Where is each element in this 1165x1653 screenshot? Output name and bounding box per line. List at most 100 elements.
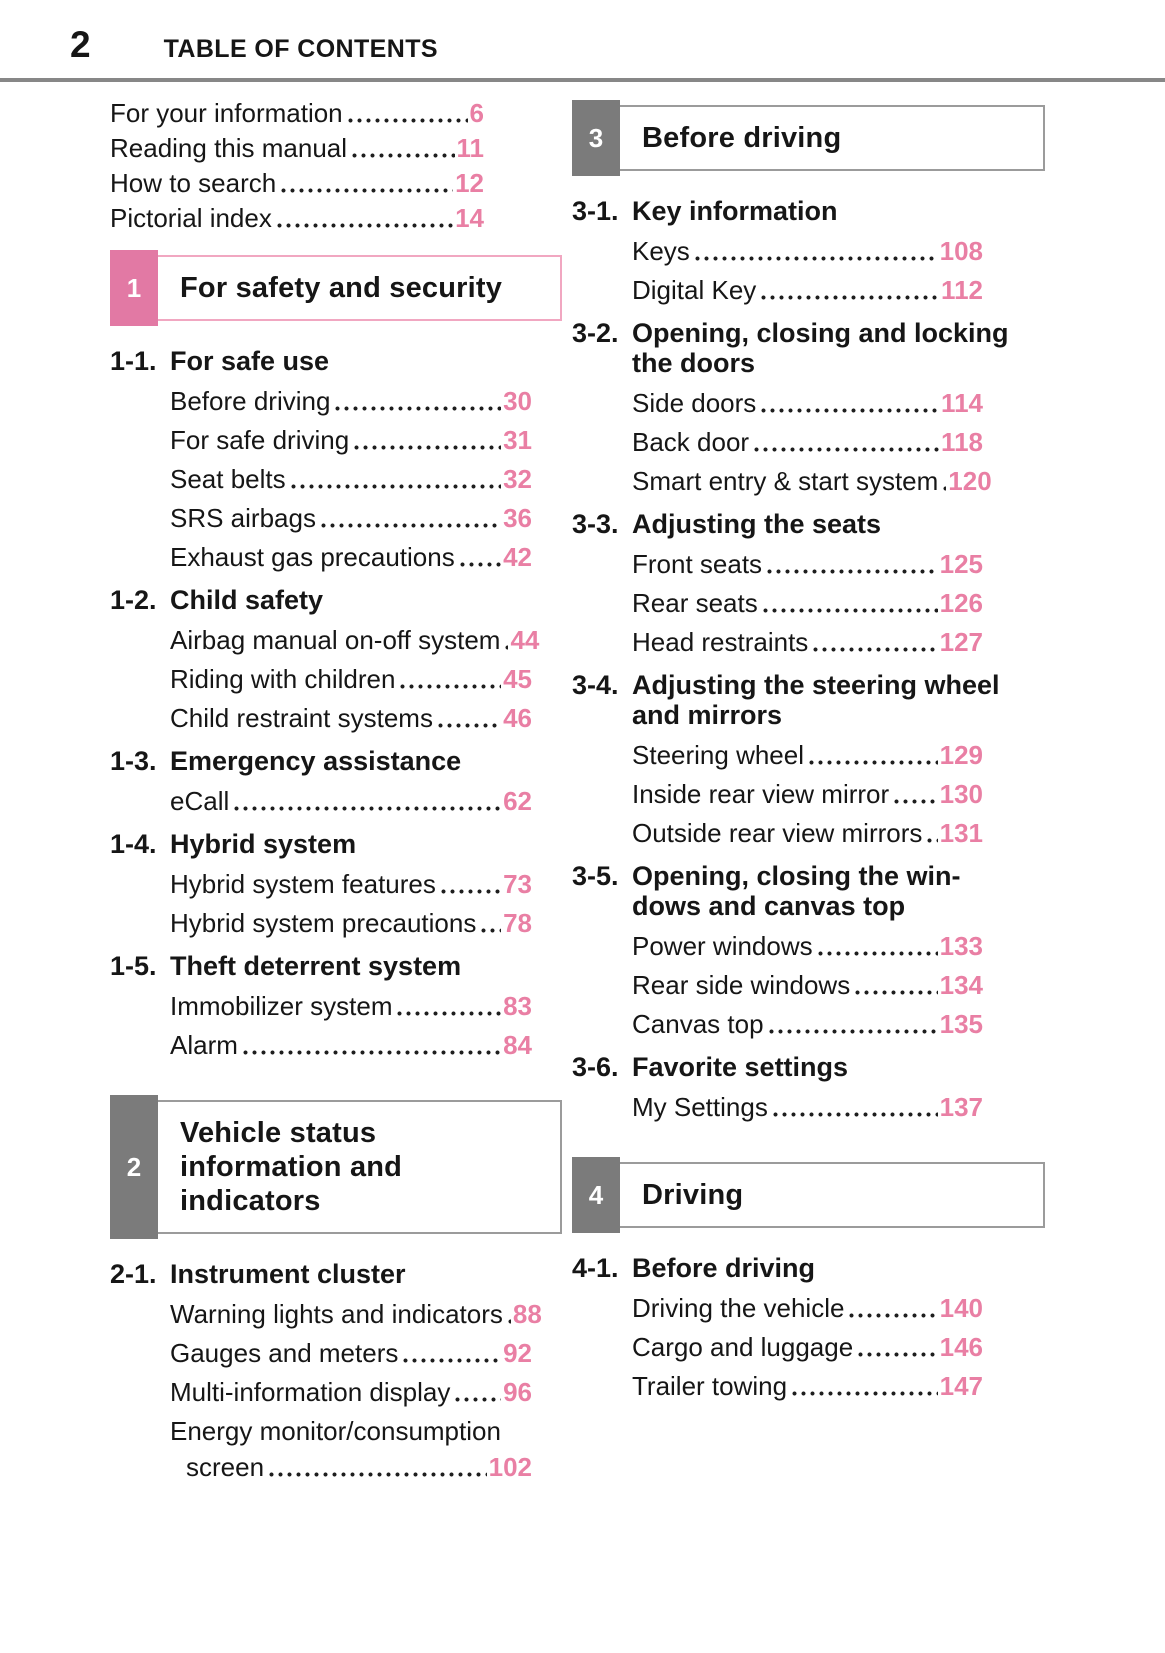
toc-group: 1-5. Theft deterrent system Immobilizer … — [110, 951, 562, 1059]
page-header: 2 TABLE OF CONTENTS — [0, 0, 1165, 66]
toc-entry-page: 114 — [941, 388, 983, 418]
toc-group-heading: 1-1. For safe use — [110, 346, 562, 376]
group-number: 4-1. — [572, 1253, 619, 1283]
toc-entry[interactable]: Keys 108 — [572, 238, 1045, 265]
toc-entry[interactable]: Multi-information display 96 — [110, 1379, 562, 1406]
toc-entry[interactable]: Back door 118 — [572, 429, 1045, 456]
toc-entry[interactable]: eCall 62 — [110, 788, 562, 815]
toc-entry[interactable]: Riding with children 45 — [110, 666, 562, 693]
toc-entry-label: Hybrid system precautions — [170, 908, 477, 938]
toc-entry[interactable]: Inside rear view mirror 130 — [572, 781, 1045, 808]
section-banner: 3 Before driving — [572, 100, 1045, 176]
toc-entry-label: Before driving — [170, 386, 331, 416]
toc-entry[interactable]: Head restraints 127 — [572, 629, 1045, 656]
toc-entry[interactable]: Steering wheel 129 — [572, 742, 1045, 769]
dot-leader — [478, 910, 501, 937]
toc-entry-page: 133 — [939, 931, 983, 961]
toc-group-heading: 1-4. Hybrid system — [110, 829, 562, 859]
group-number: 3-2. — [572, 318, 619, 348]
toc-entry[interactable]: Hybrid system precautions 78 — [110, 910, 562, 937]
toc-entry[interactable]: Driving the vehicle 140 — [572, 1295, 1045, 1322]
dot-leader — [692, 238, 938, 265]
toc-group-heading: 1-2. Child safety — [110, 585, 562, 615]
toc-entry[interactable]: My Settings 137 — [572, 1094, 1045, 1121]
toc-entry-label: Exhaust gas precautions — [170, 542, 455, 572]
toc-group-heading: 3-1. Key information — [572, 196, 1045, 226]
toc-entry-label: Alarm — [170, 1030, 238, 1060]
toc-entry-page: 6 — [469, 98, 484, 128]
group-title: Favorite settings — [632, 1052, 849, 1082]
toc-group: 4-1. Before driving Driving the vehicle … — [572, 1253, 1045, 1400]
toc-group: 2-1. Instrument cluster Warning lights a… — [110, 1259, 562, 1481]
toc-entry-page: 134 — [939, 970, 983, 1000]
group-title: Theft deterrent system — [170, 951, 462, 981]
dot-leader — [397, 666, 501, 693]
dot-leader — [351, 427, 501, 454]
section-number-tab: 2 — [110, 1095, 158, 1239]
toc-entry[interactable]: Gauges and meters 92 — [110, 1340, 562, 1367]
section-title-box: Driving — [620, 1162, 1045, 1228]
toc-entry[interactable]: Rear side windows 134 — [572, 972, 1045, 999]
toc-entry[interactable]: Outside rear view mirrors 131 — [572, 820, 1045, 847]
toc-entry[interactable]: Pictorial index 14 — [110, 205, 562, 232]
toc-entry[interactable]: For safe driving 31 — [110, 427, 562, 454]
dot-leader — [345, 100, 468, 127]
toc-entry-page: 83 — [503, 991, 532, 1021]
toc-entry-page: 135 — [939, 1009, 983, 1039]
toc-entry[interactable]: For your information 6 — [110, 100, 562, 127]
toc-entry[interactable]: Smart entry & start system 120 — [572, 468, 1045, 495]
toc-entry[interactable]: Hybrid system features 73 — [110, 871, 562, 898]
toc-entry[interactable]: Trailer towing 147 — [572, 1373, 1045, 1400]
toc-entry-label: Riding with children — [170, 664, 396, 694]
toc-entry[interactable]: Before driving 30 — [110, 388, 562, 415]
toc-entry[interactable]: How to search 12 — [110, 170, 562, 197]
toc-entry-page: 120 — [948, 466, 992, 496]
toc-entry[interactable]: Digital Key 112 — [572, 277, 1045, 304]
toc-group-heading: 3-4. Adjusting the steering wheel and mi… — [572, 670, 1045, 730]
toc-entry-page: 131 — [939, 818, 983, 848]
toc-entry[interactable]: Airbag manual on-off system 44 — [110, 627, 562, 654]
toc-entry[interactable]: Cargo and luggage 146 — [572, 1334, 1045, 1361]
toc-entry[interactable]: SRS airbags 36 — [110, 505, 562, 532]
toc-entry-page: 127 — [939, 627, 983, 657]
dot-leader — [852, 972, 939, 999]
toc-entry-label: eCall — [170, 786, 230, 816]
toc-group: 3-2. Opening, closing and locking the do… — [572, 318, 1045, 495]
group-number: 3-1. — [572, 196, 619, 226]
toc-entry[interactable]: Side doors 114 — [572, 390, 1045, 417]
toc-group: 1-2. Child safety Airbag manual on-off s… — [110, 585, 562, 732]
group-title: For safe use — [170, 346, 330, 376]
left-column: For your information 6 Reading this manu… — [110, 100, 562, 1493]
section-banner: 1 For safety and security — [110, 250, 562, 326]
toc-entry[interactable]: Warning lights and indicators 88 — [110, 1301, 562, 1328]
toc-entry[interactable]: Energy monitor/consumption screen 102 — [110, 1418, 562, 1481]
toc-entry[interactable]: Reading this manual 11 — [110, 135, 562, 162]
toc-entry-page: 14 — [455, 203, 484, 233]
toc-entry-label: Canvas top — [632, 1009, 764, 1039]
toc-entry-label: My Settings — [632, 1092, 768, 1122]
toc-entry[interactable]: Canvas top 135 — [572, 1011, 1045, 1038]
toc-entry[interactable]: Rear seats 126 — [572, 590, 1045, 617]
toc-entry[interactable]: Front seats 125 — [572, 551, 1045, 578]
group-number: 1-2. — [110, 585, 157, 615]
page-header-title: TABLE OF CONTENTS — [163, 35, 438, 63]
group-title: Child safety — [170, 585, 324, 615]
dot-leader — [770, 1094, 938, 1121]
toc-entry[interactable]: Power windows 133 — [572, 933, 1045, 960]
toc-entry[interactable]: Alarm 84 — [110, 1032, 562, 1059]
toc-entry[interactable]: Exhaust gas precautions 42 — [110, 544, 562, 571]
group-number: 3-4. — [572, 670, 619, 700]
toc-entry[interactable]: Seat belts 32 — [110, 466, 562, 493]
toc-entry[interactable]: Immobilizer system 83 — [110, 993, 562, 1020]
dot-leader — [231, 788, 501, 815]
group-number: 3-3. — [572, 509, 619, 539]
group-number: 1-5. — [110, 951, 157, 981]
toc-entry-page: 102 — [488, 1452, 532, 1482]
toc-group: 3-3. Adjusting the seats Front seats 125… — [572, 509, 1045, 656]
toc-entry[interactable]: Child restraint systems 46 — [110, 705, 562, 732]
group-number: 1-1. — [110, 346, 157, 376]
toc-entry-label: Trailer towing — [632, 1371, 788, 1401]
toc-entry-label: For your information — [110, 98, 343, 128]
section-title: Before driving — [642, 122, 842, 154]
section-title: Driving — [642, 1179, 744, 1211]
